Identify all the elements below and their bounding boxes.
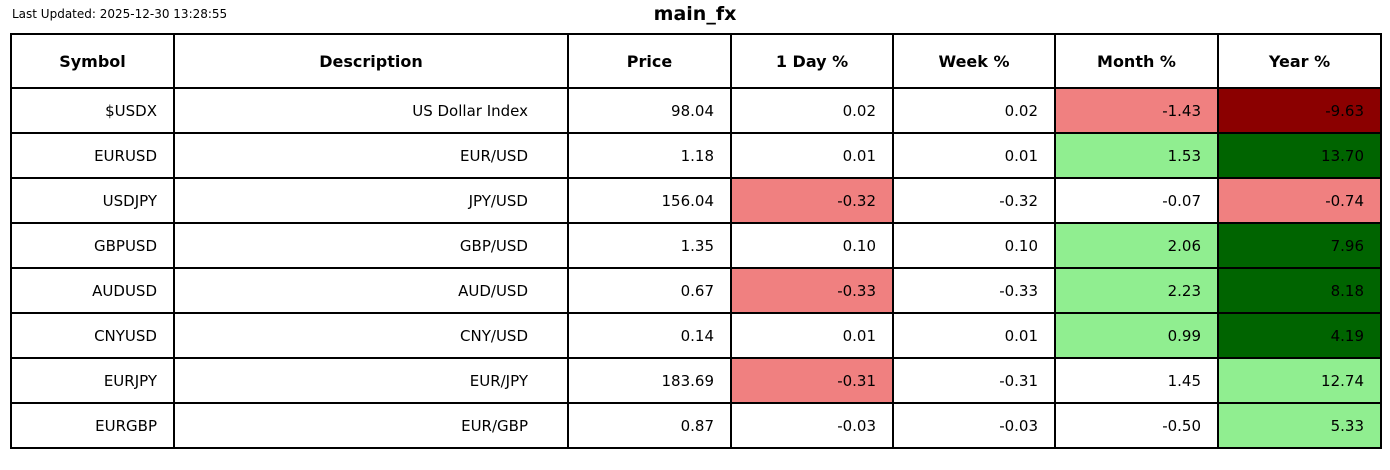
table-row: CNYUSD CNY/USD 0.14 0.01 0.01 0.99 4.19	[10, 312, 1382, 359]
cell-1day-pct: 0.01	[730, 312, 894, 359]
cell-week-pct: -0.33	[892, 267, 1056, 314]
cell-month-pct: 2.06	[1054, 222, 1219, 269]
cell-year-pct: 8.18	[1217, 267, 1382, 314]
cell-1day-pct: 0.02	[730, 87, 894, 134]
cell-price: 1.35	[567, 222, 732, 269]
fx-table: Symbol Description Price 1 Day % Week % …	[10, 33, 1382, 449]
cell-week-pct: 0.02	[892, 87, 1056, 134]
cell-month-pct: 1.45	[1054, 357, 1219, 404]
table-row: AUDUSD AUD/USD 0.67 -0.33 -0.33 2.23 8.1…	[10, 267, 1382, 314]
cell-1day-pct: -0.33	[730, 267, 894, 314]
cell-price: 156.04	[567, 177, 732, 224]
cell-symbol: AUDUSD	[10, 267, 175, 314]
cell-year-pct: 4.19	[1217, 312, 1382, 359]
cell-price: 0.67	[567, 267, 732, 314]
cell-month-pct: -1.43	[1054, 87, 1219, 134]
table-row: EURUSD EUR/USD 1.18 0.01 0.01 1.53 13.70	[10, 132, 1382, 179]
table-row: EURJPY EUR/JPY 183.69 -0.31 -0.31 1.45 1…	[10, 357, 1382, 404]
cell-description: EUR/USD	[173, 132, 569, 179]
cell-1day-pct: -0.31	[730, 357, 894, 404]
cell-description: EUR/GBP	[173, 402, 569, 449]
table-row: USDJPY JPY/USD 156.04 -0.32 -0.32 -0.07 …	[10, 177, 1382, 224]
cell-week-pct: 0.01	[892, 132, 1056, 179]
cell-year-pct: 13.70	[1217, 132, 1382, 179]
cell-week-pct: -0.03	[892, 402, 1056, 449]
cell-1day-pct: 0.01	[730, 132, 894, 179]
cell-description: EUR/JPY	[173, 357, 569, 404]
header-row: Symbol Description Price 1 Day % Week % …	[10, 33, 1382, 89]
cell-week-pct: -0.31	[892, 357, 1056, 404]
cell-symbol: EURUSD	[10, 132, 175, 179]
cell-price: 98.04	[567, 87, 732, 134]
cell-month-pct: 2.23	[1054, 267, 1219, 314]
chart-title: main_fx	[653, 3, 737, 25]
cell-1day-pct: -0.03	[730, 402, 894, 449]
cell-price: 183.69	[567, 357, 732, 404]
cell-description: CNY/USD	[173, 312, 569, 359]
table-row: $USDX US Dollar Index 98.04 0.02 0.02 -1…	[10, 87, 1382, 134]
cell-symbol: CNYUSD	[10, 312, 175, 359]
cell-description: US Dollar Index	[173, 87, 569, 134]
cell-description: JPY/USD	[173, 177, 569, 224]
cell-week-pct: 0.10	[892, 222, 1056, 269]
cell-year-pct: 7.96	[1217, 222, 1382, 269]
cell-description: AUD/USD	[173, 267, 569, 314]
cell-price: 0.14	[567, 312, 732, 359]
table-row: GBPUSD GBP/USD 1.35 0.10 0.10 2.06 7.96	[10, 222, 1382, 269]
last-updated-text: Last Updated: 2025-12-30 13:28:55	[12, 7, 228, 21]
cell-month-pct: 0.99	[1054, 312, 1219, 359]
cell-1day-pct: 0.10	[730, 222, 894, 269]
cell-symbol: GBPUSD	[10, 222, 175, 269]
cell-symbol: USDJPY	[10, 177, 175, 224]
cell-year-pct: -9.63	[1217, 87, 1382, 134]
col-header-price: Price	[567, 33, 732, 89]
cell-month-pct: -0.07	[1054, 177, 1219, 224]
cell-symbol: $USDX	[10, 87, 175, 134]
col-header-month-pct: Month %	[1054, 33, 1219, 89]
cell-price: 1.18	[567, 132, 732, 179]
cell-description: GBP/USD	[173, 222, 569, 269]
cell-year-pct: 12.74	[1217, 357, 1382, 404]
cell-month-pct: -0.50	[1054, 402, 1219, 449]
col-header-week-pct: Week %	[892, 33, 1056, 89]
cell-price: 0.87	[567, 402, 732, 449]
cell-1day-pct: -0.32	[730, 177, 894, 224]
col-header-year-pct: Year %	[1217, 33, 1382, 89]
cell-symbol: EURJPY	[10, 357, 175, 404]
cell-week-pct: 0.01	[892, 312, 1056, 359]
col-header-symbol: Symbol	[10, 33, 175, 89]
col-header-description: Description	[173, 33, 569, 89]
col-header-1day-pct: 1 Day %	[730, 33, 894, 89]
cell-year-pct: -0.74	[1217, 177, 1382, 224]
cell-symbol: EURGBP	[10, 402, 175, 449]
cell-month-pct: 1.53	[1054, 132, 1219, 179]
cell-week-pct: -0.32	[892, 177, 1056, 224]
table-row: EURGBP EUR/GBP 0.87 -0.03 -0.03 -0.50 5.…	[10, 402, 1382, 449]
cell-year-pct: 5.33	[1217, 402, 1382, 449]
